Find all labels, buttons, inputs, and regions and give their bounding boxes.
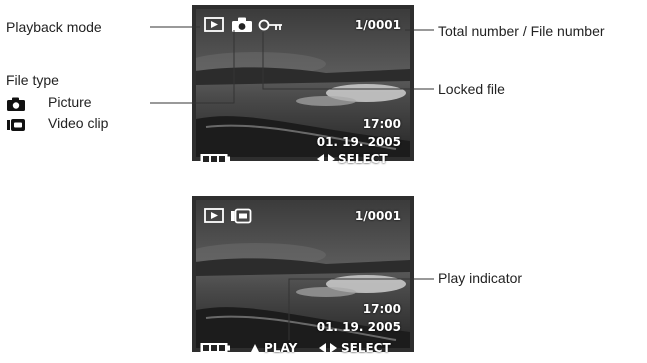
select-hint: SELECT xyxy=(338,152,388,166)
label-locked-file: Locked file xyxy=(438,81,505,97)
time-display: 17:00 xyxy=(362,302,401,316)
label-play-indicator: Play indicator xyxy=(438,270,523,286)
lock-key-icon xyxy=(258,19,282,31)
playback-icon xyxy=(204,17,224,32)
select-hint: SELECT xyxy=(341,341,391,355)
left-right-arrow-icon xyxy=(319,343,337,353)
battery-icon xyxy=(200,154,230,164)
file-counter: 1/0001 xyxy=(354,18,401,32)
date-display: 01. 19. 2005 xyxy=(316,135,401,149)
video-icon xyxy=(231,208,252,224)
label-file-type: File type xyxy=(6,72,59,88)
camera-icon xyxy=(7,97,25,111)
legend-video: Video clip xyxy=(6,115,136,133)
playback-icon xyxy=(204,208,224,223)
video-icon xyxy=(7,119,25,131)
date-display: 01. 19. 2005 xyxy=(316,320,401,334)
time-display: 17:00 xyxy=(362,117,401,131)
label-playback-mode: Playback mode xyxy=(6,19,102,35)
battery-icon xyxy=(200,343,230,353)
lcd-screen-video: 1/0001 17:00 01. 19. 2005 xyxy=(192,196,414,352)
lcd-screen-picture: 1/0001 17:00 01. 19. 2005 xyxy=(192,5,414,161)
legend-picture-label: Picture xyxy=(48,94,92,110)
play-triangle-icon xyxy=(251,344,259,352)
camera-icon xyxy=(232,17,252,32)
legend-video-label: Video clip xyxy=(48,115,109,131)
legend-picture: Picture xyxy=(6,94,126,112)
file-counter: 1/0001 xyxy=(354,209,401,223)
left-right-arrow-icon xyxy=(317,154,335,164)
play-hint: PLAY xyxy=(264,341,298,355)
label-total-file-number: Total number / File number xyxy=(438,23,605,39)
